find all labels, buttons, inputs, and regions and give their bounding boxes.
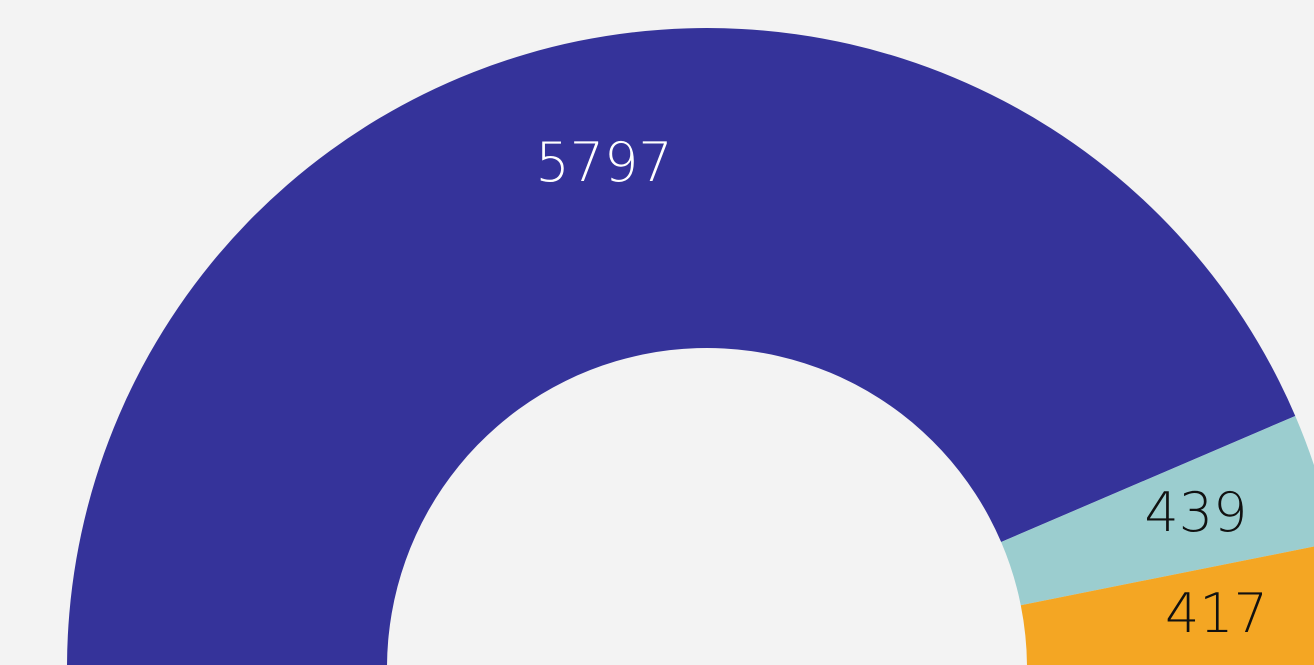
- data-label: 5797: [535, 131, 672, 194]
- donut-segment: [1001, 415, 1314, 606]
- donut-segment: [1020, 546, 1314, 665]
- data-label: 439: [1144, 481, 1247, 544]
- data-label: 417: [1165, 582, 1268, 645]
- donut-segment: [67, 28, 1296, 665]
